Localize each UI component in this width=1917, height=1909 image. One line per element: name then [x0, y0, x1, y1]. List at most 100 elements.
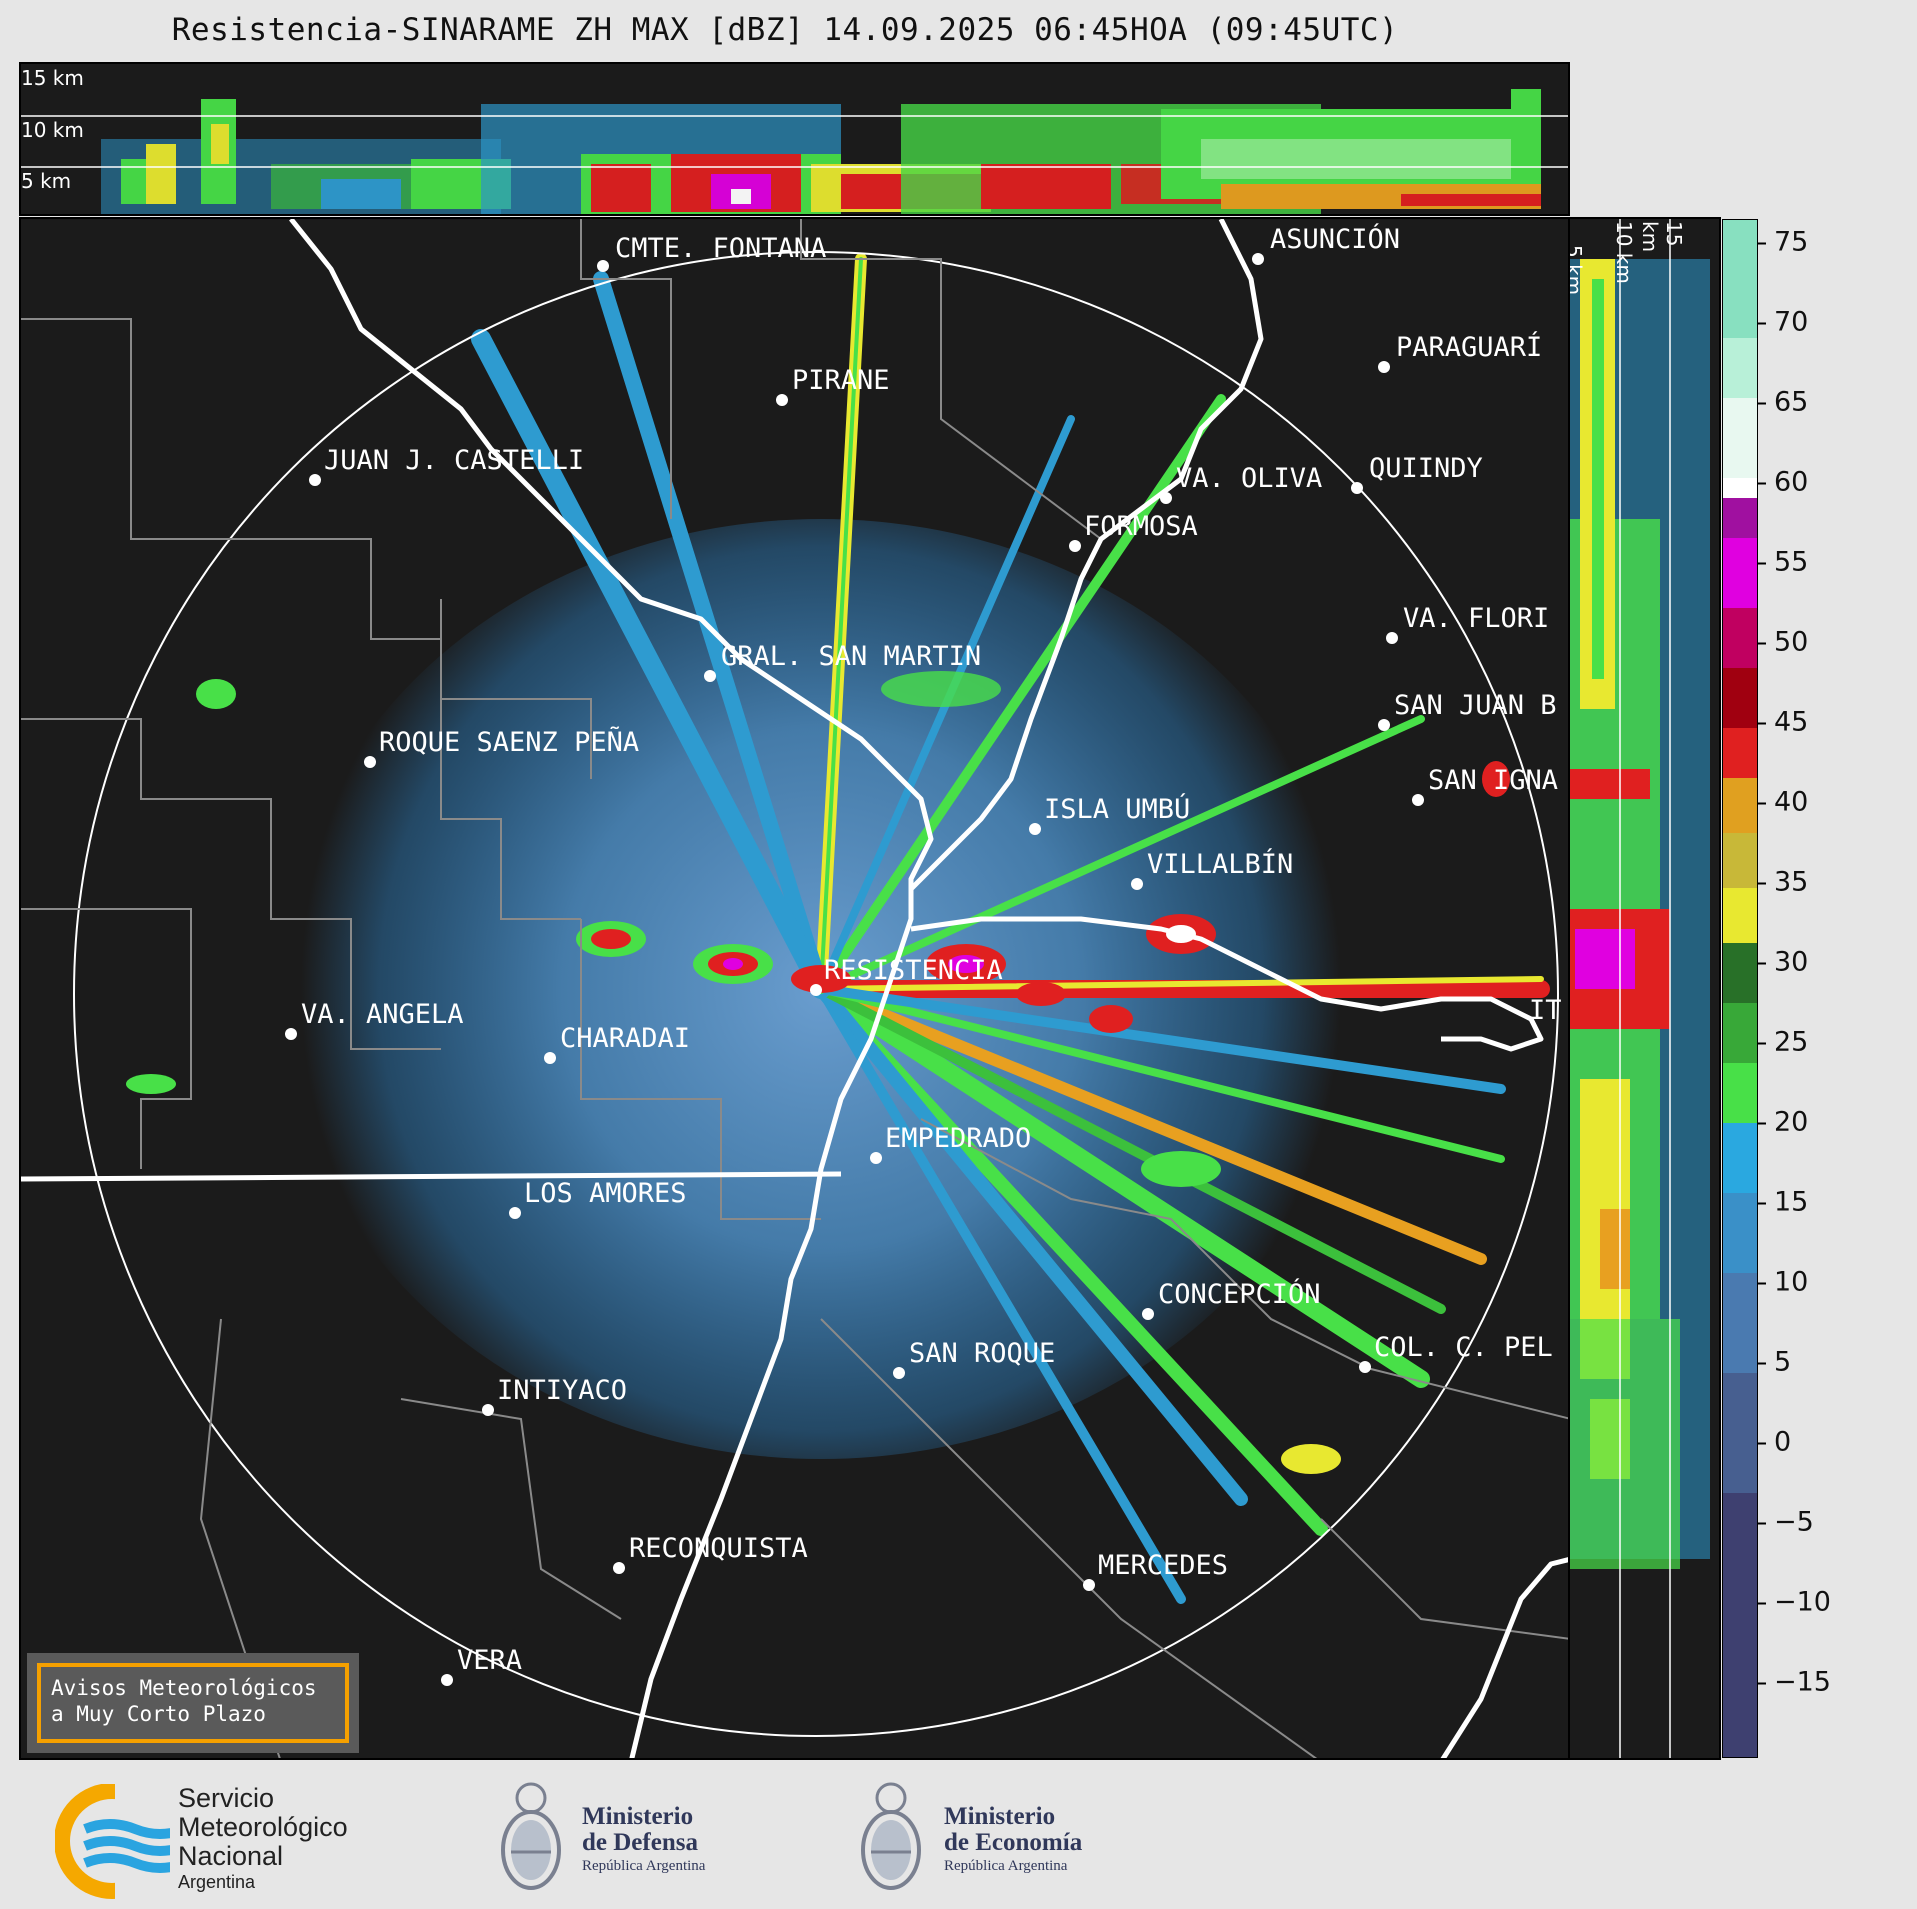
smn-line-3: Nacional [178, 1841, 284, 1871]
city-dot [509, 1207, 521, 1219]
city-dot [1069, 540, 1081, 552]
city-label: EMPEDRADO [885, 1123, 1031, 1154]
city-markers: CMTE. FONTANA ASUNCIÓN PARAGUARÍ PIRANE … [285, 223, 1562, 1686]
city-label: SAN JUAN B [1394, 690, 1557, 721]
defensa-logo-text: Ministerio de Defensa República Argentin… [582, 1804, 705, 1876]
coat-of-arms-icon [861, 1782, 921, 1890]
defensa-line-3: República Argentina [582, 1858, 706, 1874]
colorbar-tick: 75 [1758, 227, 1808, 258]
coat-of-arms-icon [501, 1782, 561, 1890]
colorbar-tick: 25 [1758, 1027, 1808, 1058]
city-dot [613, 1562, 625, 1574]
smn-line-1: Servicio [178, 1783, 275, 1813]
smn-logo-icon [55, 1784, 170, 1899]
chart-title: Resistencia-SINARAME ZH MAX [dBZ] 14.09.… [171, 12, 1399, 48]
side-altitude-label-5km: 5 km [1570, 245, 1586, 296]
colorbar-tick: 70 [1758, 307, 1808, 338]
colorbar-tick: 30 [1758, 947, 1808, 978]
city-dot [776, 394, 788, 406]
city-label: ROQUE SAENZ PEÑA [379, 726, 639, 758]
city-label: VILLALBÍN [1147, 848, 1293, 880]
city-label: CMTE. FONTANA [615, 233, 826, 264]
smn-logo-text: Servicio Meteorológico Nacional Argentin… [178, 1784, 348, 1893]
city-dot [893, 1367, 905, 1379]
city-dot [1359, 1361, 1371, 1373]
colorbar-tick: 0 [1758, 1427, 1791, 1458]
city-dot [1351, 482, 1363, 494]
footer-logos: Servicio Meteorológico Nacional Argentin… [0, 1760, 1917, 1909]
city-dot [597, 260, 609, 272]
colorbar-tick: 40 [1758, 787, 1808, 818]
radar-map-image: CMTE. FONTANA ASUNCIÓN PARAGUARÍ PIRANE … [21, 219, 1568, 1758]
colorbar-tick: 60 [1758, 467, 1808, 498]
top-cross-section: 15 km 10 km 5 km [19, 62, 1570, 216]
city-dot [544, 1052, 556, 1064]
city-label: RESISTENCIA [824, 955, 1003, 986]
colorbar-tick: 35 [1758, 867, 1808, 898]
aviso-line-1: Avisos Meteorológicos [51, 1676, 317, 1700]
side-cross-section: 5 km 10 km 15 km [1570, 217, 1721, 1760]
city-dot [1412, 794, 1424, 806]
city-label: MERCEDES [1098, 1550, 1228, 1581]
defensa-line-1: Ministerio [582, 1803, 694, 1830]
city-label: RECONQUISTA [629, 1533, 808, 1564]
side-cross-section-image [1570, 219, 1719, 1758]
city-dot [1386, 632, 1398, 644]
city-dot [1142, 1308, 1154, 1320]
city-dot [309, 474, 321, 486]
altitude-label-10km: 10 km [21, 118, 84, 142]
city-dot [285, 1028, 297, 1040]
city-label: LOS AMORES [524, 1178, 687, 1209]
colorbar-tick: −15 [1758, 1667, 1831, 1698]
colorbar-tick: −10 [1758, 1587, 1831, 1618]
city-label: CONCEPCIÓN [1158, 1278, 1321, 1310]
colorbar-tick: 55 [1758, 547, 1808, 578]
colorbar-tick: 15 [1758, 1187, 1808, 1218]
aviso-link-box[interactable]: Avisos Meteorológicos a Muy Corto Plazo [27, 1653, 359, 1753]
city-label: COL. C. PEL [1374, 1332, 1553, 1363]
department-borders [21, 219, 1568, 1758]
city-label: VA. OLIVA [1176, 463, 1322, 494]
city-dot [704, 670, 716, 682]
city-label: FORMOSA [1084, 511, 1198, 542]
economia-line-2: de Economía [944, 1829, 1083, 1856]
city-label: ISLA UMBÚ [1044, 793, 1190, 825]
economia-line-1: Ministerio [944, 1803, 1056, 1830]
aviso-frame: Avisos Meteorológicos a Muy Corto Plazo [37, 1663, 349, 1743]
colorbar-tick: 10 [1758, 1267, 1808, 1298]
dbz-colorbar [1722, 219, 1758, 1758]
colorbar-tick: 5 [1758, 1347, 1791, 1378]
city-label: IT [1529, 995, 1562, 1026]
side-altitude-label-15km: 15 km [1638, 221, 1686, 253]
colorbar-tick: 45 [1758, 707, 1808, 738]
city-label: SAN IGNA [1428, 765, 1558, 796]
city-dot [482, 1404, 494, 1416]
radar-map: CMTE. FONTANA ASUNCIÓN PARAGUARÍ PIRANE … [19, 217, 1570, 1760]
altitude-label-5km: 5 km [21, 169, 72, 193]
city-dot [1378, 719, 1390, 731]
colorbar-tick: 20 [1758, 1107, 1808, 1138]
city-label: GRAL. SAN MARTIN [721, 641, 981, 672]
city-dot [1029, 823, 1041, 835]
side-altitude-label-10km: 10 km [1612, 221, 1636, 284]
city-dot [364, 756, 376, 768]
economia-logo-text: Ministerio de Economía República Argenti… [944, 1804, 1082, 1876]
city-dot [1131, 878, 1143, 890]
colorbar-tick: 50 [1758, 627, 1808, 658]
colorbar-ticks: 75 70 65 60 55 50 45 40 35 30 25 20 15 1… [1758, 219, 1908, 1758]
city-label: PARAGUARÍ [1396, 331, 1542, 363]
aviso-line-2: a Muy Corto Plazo [51, 1702, 266, 1726]
city-label: VA. FLORI [1403, 603, 1549, 634]
smn-line-2: Meteorológico [178, 1812, 348, 1842]
river-borders [21, 219, 1568, 1758]
colorbar-gradient [1723, 220, 1757, 1757]
altitude-label-15km: 15 km [21, 66, 84, 90]
radar-spokes [471, 253, 1550, 1604]
city-label: VA. ANGELA [301, 999, 464, 1030]
defensa-line-2: de Defensa [582, 1829, 698, 1856]
colorbar-tick: −5 [1758, 1507, 1814, 1538]
city-dot [870, 1152, 882, 1164]
city-dot [1083, 1579, 1095, 1591]
city-label: CHARADAI [560, 1023, 690, 1054]
colorbar-tick: 65 [1758, 387, 1808, 418]
